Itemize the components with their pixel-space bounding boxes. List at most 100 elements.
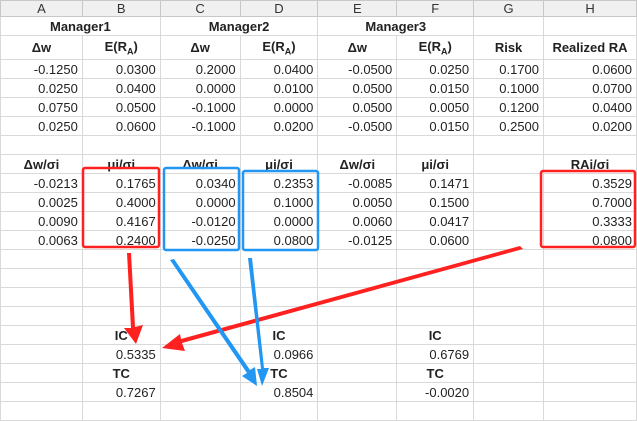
- cell[interactable]: [81, 135, 161, 155]
- cell[interactable]: [317, 135, 398, 155]
- column-header[interactable]: A: [0, 0, 83, 17]
- cell[interactable]: [473, 135, 545, 155]
- column-label[interactable]: E(RA): [81, 35, 161, 60]
- ic-value[interactable]: 0.5335: [81, 344, 161, 364]
- cell[interactable]: [317, 268, 398, 288]
- cell[interactable]: [0, 135, 83, 155]
- data-cell[interactable]: 0.1000: [473, 78, 545, 98]
- cell[interactable]: [473, 363, 545, 383]
- ic-label[interactable]: IC: [396, 325, 475, 345]
- data-cell[interactable]: 0.0500: [317, 97, 398, 117]
- cell[interactable]: [0, 249, 83, 269]
- data-cell[interactable]: -0.0500: [317, 116, 398, 136]
- cell[interactable]: [317, 249, 398, 269]
- cell[interactable]: [81, 249, 161, 269]
- tc-value[interactable]: 0.7267: [81, 382, 161, 402]
- data-cell[interactable]: 0.0000: [159, 192, 241, 212]
- data-cell[interactable]: [473, 173, 545, 193]
- cell[interactable]: [543, 16, 637, 36]
- data-cell[interactable]: -0.1000: [159, 116, 241, 136]
- cell[interactable]: [473, 268, 545, 288]
- cell[interactable]: [0, 382, 83, 402]
- cell[interactable]: [159, 287, 241, 307]
- data-cell[interactable]: 0.0000: [159, 78, 241, 98]
- data-cell[interactable]: 0.0200: [239, 116, 319, 136]
- cell[interactable]: [543, 344, 637, 364]
- data-cell[interactable]: 0.2353: [239, 173, 319, 193]
- column-label[interactable]: E(RA): [396, 35, 475, 60]
- tc-label[interactable]: TC: [81, 363, 161, 383]
- column-label[interactable]: [473, 154, 545, 174]
- cell[interactable]: [159, 382, 241, 402]
- data-cell[interactable]: 0.0000: [239, 97, 319, 117]
- cell[interactable]: [159, 249, 241, 269]
- cell[interactable]: [0, 325, 83, 345]
- cell[interactable]: [81, 401, 161, 421]
- data-cell[interactable]: 0.0050: [317, 192, 398, 212]
- cell[interactable]: [473, 382, 545, 402]
- data-cell[interactable]: 0.1000: [239, 192, 319, 212]
- cell[interactable]: [0, 287, 83, 307]
- cell[interactable]: [473, 325, 545, 345]
- data-cell[interactable]: 0.0600: [543, 59, 637, 79]
- data-cell[interactable]: [473, 211, 545, 231]
- cell[interactable]: [239, 287, 319, 307]
- tc-label[interactable]: TC: [396, 363, 475, 383]
- cell[interactable]: [396, 401, 475, 421]
- column-label[interactable]: Δw: [0, 35, 83, 60]
- column-label[interactable]: E(RA): [239, 35, 319, 60]
- cell[interactable]: [81, 306, 161, 326]
- cell[interactable]: [159, 363, 241, 383]
- column-label[interactable]: Δw: [317, 35, 398, 60]
- column-header[interactable]: D: [239, 0, 319, 17]
- cell[interactable]: [317, 287, 398, 307]
- data-cell[interactable]: -0.0125: [317, 230, 398, 250]
- cell[interactable]: [159, 401, 241, 421]
- data-cell[interactable]: 0.1200: [473, 97, 545, 117]
- cell[interactable]: [543, 363, 637, 383]
- data-cell[interactable]: 0.0000: [239, 211, 319, 231]
- cell[interactable]: [159, 268, 241, 288]
- cell[interactable]: [317, 401, 398, 421]
- data-cell[interactable]: 0.0025: [0, 192, 83, 212]
- cell[interactable]: [317, 382, 398, 402]
- cell[interactable]: [396, 306, 475, 326]
- data-cell[interactable]: 0.0500: [317, 78, 398, 98]
- ic-value[interactable]: 0.0966: [239, 344, 319, 364]
- manager-title[interactable]: Manager3: [317, 16, 475, 36]
- data-cell[interactable]: 0.0500: [81, 97, 161, 117]
- tc-value[interactable]: 0.8504: [239, 382, 319, 402]
- data-cell[interactable]: 0.1471: [396, 173, 475, 193]
- data-cell[interactable]: 0.3529: [543, 173, 637, 193]
- data-cell[interactable]: 0.0063: [0, 230, 83, 250]
- data-cell[interactable]: 0.1500: [396, 192, 475, 212]
- cell[interactable]: [159, 325, 241, 345]
- cell[interactable]: [0, 268, 83, 288]
- data-cell[interactable]: 0.1765: [81, 173, 161, 193]
- ic-value[interactable]: 0.6769: [396, 344, 475, 364]
- column-label[interactable]: RAi/σi: [543, 154, 637, 174]
- data-cell[interactable]: 0.0417: [396, 211, 475, 231]
- cell[interactable]: [317, 325, 398, 345]
- data-cell[interactable]: 0.0700: [543, 78, 637, 98]
- data-cell[interactable]: 0.3333: [543, 211, 637, 231]
- data-cell[interactable]: 0.0600: [81, 116, 161, 136]
- data-cell[interactable]: 0.2000: [159, 59, 241, 79]
- cell[interactable]: [473, 306, 545, 326]
- data-cell[interactable]: 0.0340: [159, 173, 241, 193]
- cell[interactable]: [159, 306, 241, 326]
- column-label[interactable]: Realized RA: [543, 35, 637, 60]
- cell[interactable]: [81, 287, 161, 307]
- cell[interactable]: [543, 287, 637, 307]
- data-cell[interactable]: 0.0250: [0, 116, 83, 136]
- data-cell[interactable]: -0.0120: [159, 211, 241, 231]
- cell[interactable]: [473, 344, 545, 364]
- column-label[interactable]: Δw/σi: [159, 154, 241, 174]
- cell[interactable]: [239, 268, 319, 288]
- column-label[interactable]: μi/σi: [239, 154, 319, 174]
- cell[interactable]: [543, 306, 637, 326]
- data-cell[interactable]: -0.1250: [0, 59, 83, 79]
- cell[interactable]: [473, 249, 545, 269]
- tc-label[interactable]: TC: [239, 363, 319, 383]
- cell[interactable]: [317, 363, 398, 383]
